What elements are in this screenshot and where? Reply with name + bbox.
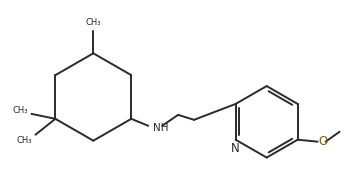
Text: CH₃: CH₃ (17, 136, 32, 145)
Text: CH₃: CH₃ (86, 19, 101, 28)
Text: N: N (231, 142, 240, 155)
Text: CH₃: CH₃ (13, 106, 29, 115)
Text: O: O (318, 135, 327, 148)
Text: NH: NH (153, 123, 169, 133)
